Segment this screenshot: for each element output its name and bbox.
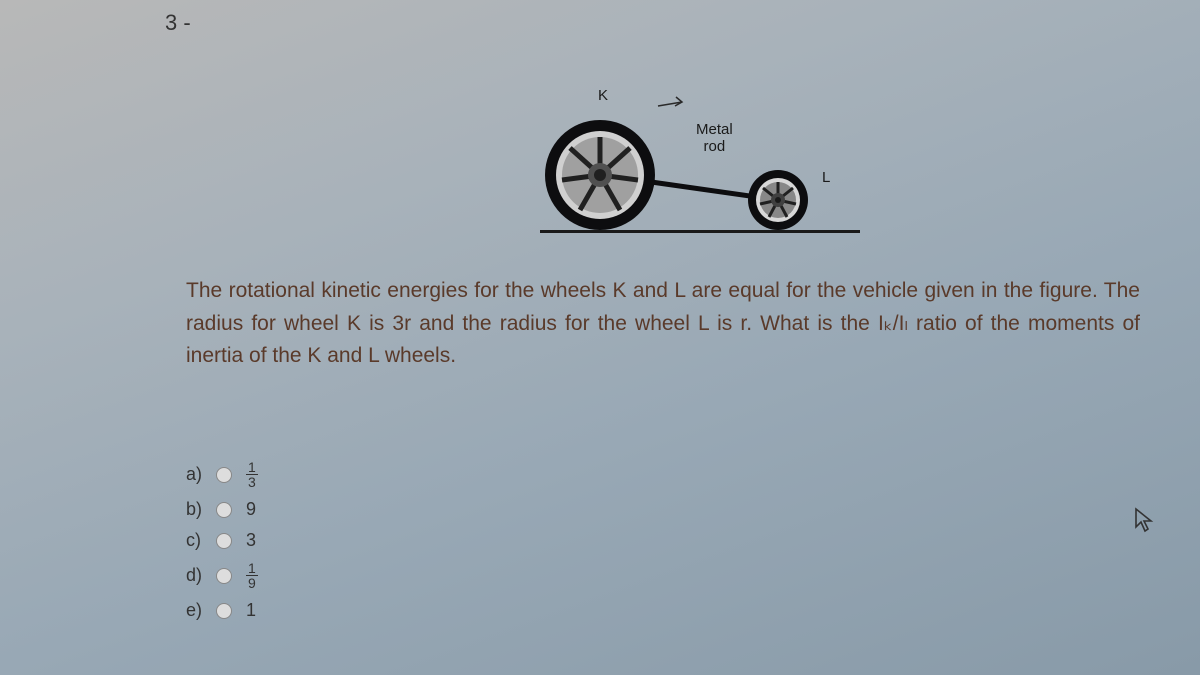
option-b[interactable]: b) 9 [186, 499, 258, 520]
label-L: L [822, 169, 830, 186]
wheel-L [748, 170, 808, 230]
cursor-icon [1133, 507, 1155, 540]
option-value: 1 [246, 600, 256, 621]
rod-label: Metal rod [696, 122, 733, 155]
option-value: 19 [246, 561, 258, 590]
rod-label-line1: Metal [696, 122, 733, 139]
option-label: a) [186, 464, 216, 485]
wheel-K [545, 120, 655, 230]
question-number: 3 - [165, 10, 191, 36]
option-label: b) [186, 499, 216, 520]
radio-icon[interactable] [216, 467, 232, 483]
vehicle-diagram: K L [540, 70, 860, 240]
option-label: c) [186, 530, 216, 551]
option-c[interactable]: c) 3 [186, 530, 258, 551]
label-K: K [598, 87, 608, 104]
ground-line [540, 230, 860, 233]
radio-icon[interactable] [216, 502, 232, 518]
radio-icon[interactable] [216, 603, 232, 619]
option-value: 9 [246, 499, 256, 520]
figure: K L Metal rod [540, 70, 860, 250]
option-d[interactable]: d) 19 [186, 561, 258, 590]
option-label: d) [186, 565, 216, 586]
radio-icon[interactable] [216, 568, 232, 584]
option-e[interactable]: e) 1 [186, 600, 258, 621]
option-value: 13 [246, 460, 258, 489]
rod-label-line2: rod [696, 139, 733, 156]
quiz-screen: 3 - [0, 0, 1200, 675]
question-text: The rotational kinetic energies for the … [186, 275, 1140, 373]
radio-icon[interactable] [216, 533, 232, 549]
option-value: 3 [246, 530, 256, 551]
options-list: a) 13 b) 9 c) 3 d) 19 e) [186, 460, 258, 631]
option-label: e) [186, 600, 216, 621]
direction-arrow [658, 97, 682, 106]
option-a[interactable]: a) 13 [186, 460, 258, 489]
